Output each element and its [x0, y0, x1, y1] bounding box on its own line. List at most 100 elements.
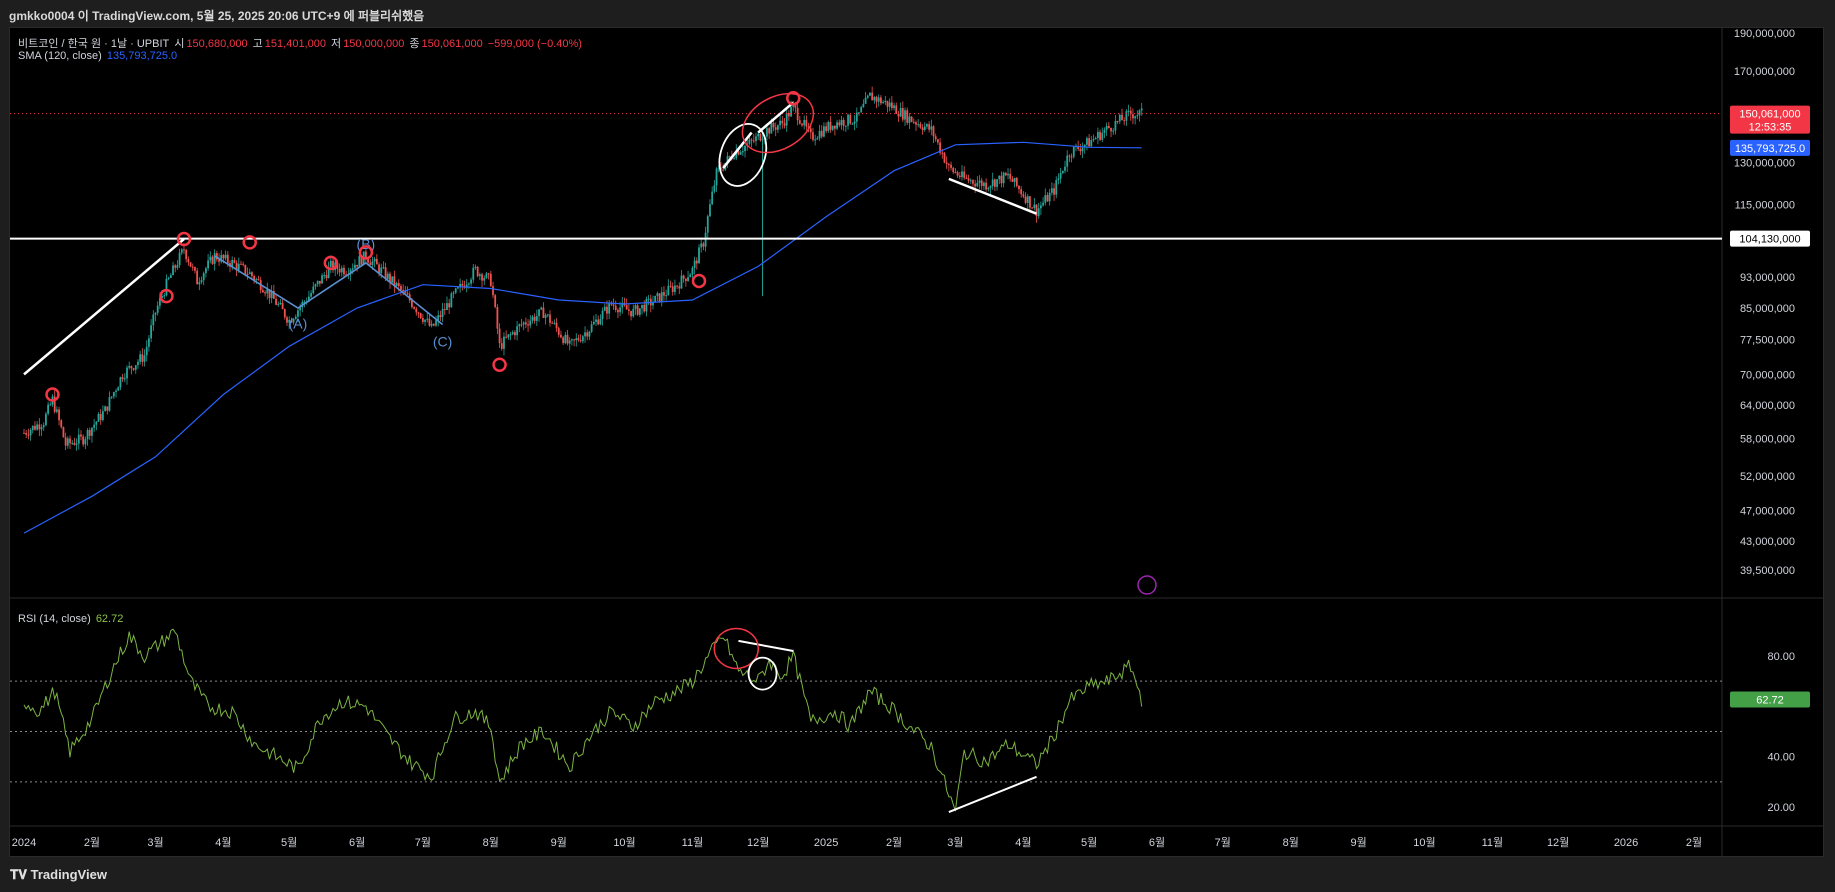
high-value: 151,401,000: [264, 38, 326, 50]
candle-body: [779, 120, 782, 126]
candle-body: [487, 273, 490, 275]
candle-body: [687, 277, 689, 281]
candle-body: [573, 339, 575, 341]
candle-body: [152, 314, 155, 326]
time-axis-tick: 5월: [281, 836, 297, 849]
candle-body: [702, 243, 705, 247]
candle-body: [1099, 131, 1101, 140]
candle-body: [154, 312, 157, 315]
candle-body: [288, 319, 291, 323]
candle-body: [459, 283, 462, 288]
candle-body: [253, 276, 256, 281]
candle-body: [798, 120, 801, 124]
candle-body: [329, 260, 332, 267]
candle-body: [128, 365, 131, 368]
candle-body: [310, 293, 312, 297]
candle-body: [1064, 166, 1066, 171]
candle-body: [967, 178, 970, 181]
candle-body: [240, 263, 242, 265]
candle-body: [976, 182, 979, 187]
candle-body: [1046, 195, 1049, 202]
time-axis-tick: 10월: [1413, 836, 1435, 849]
candle-body: [62, 427, 65, 438]
candle-body: [406, 293, 409, 295]
candle-body: [540, 307, 543, 310]
candle-body: [943, 153, 946, 163]
rsi-value: 62.72: [95, 613, 124, 625]
candle-body: [553, 322, 556, 324]
sma-line: [23, 141, 1142, 534]
tradingview-logo[interactable]: 𝐓𝐕 TradingView: [10, 867, 107, 883]
last-price-badge-text: 12:53:35: [1749, 122, 1792, 134]
candle-body: [23, 432, 25, 434]
candle-body: [382, 267, 385, 269]
candle-body: [82, 436, 85, 445]
candle-body: [36, 424, 39, 430]
candle-body: [178, 252, 181, 266]
candle-body: [1132, 114, 1134, 119]
candle-body: [211, 256, 214, 264]
candle-body: [235, 262, 238, 270]
candle-body: [476, 266, 479, 277]
candle-body: [684, 278, 687, 281]
candle-body: [318, 280, 321, 284]
candle-body: [1055, 180, 1058, 195]
candle-body: [1029, 196, 1031, 208]
candle-body: [825, 126, 828, 132]
candle-body: [119, 377, 122, 388]
symbol-label[interactable]: 비트코인 / 한국 원 · 1날 · UPBIT: [18, 38, 170, 50]
candle-body: [509, 334, 512, 336]
time-axis-tick: 12월: [747, 836, 769, 849]
candle-body: [165, 278, 168, 296]
hline-badge-text: 104,130,000: [1739, 234, 1800, 246]
candle-body: [351, 268, 354, 270]
candle-body: [99, 413, 102, 421]
candle-body: [450, 293, 453, 308]
candle-body: [1112, 130, 1115, 132]
candle-body: [768, 128, 771, 134]
candle-body: [557, 328, 560, 335]
candle-body: [283, 309, 286, 318]
candle-body: [627, 309, 630, 311]
candle-body: [340, 267, 343, 273]
candle-body: [917, 124, 920, 126]
candle-body: [601, 310, 604, 320]
candle-body: [360, 256, 363, 265]
candle-body: [950, 164, 952, 168]
candle-body: [123, 378, 126, 380]
candle-body: [546, 314, 549, 316]
candle-body: [954, 172, 957, 174]
candle-body: [1004, 172, 1007, 176]
rsi-label[interactable]: RSI (14, close): [18, 613, 91, 625]
candle-body: [599, 319, 602, 325]
candle-body: [674, 285, 676, 292]
candle-body: [492, 286, 494, 296]
candle-body: [796, 107, 799, 121]
sma-value: 135,793,725.0: [106, 50, 178, 62]
candle-body: [1048, 192, 1051, 202]
candle-body: [389, 273, 391, 283]
candle-body: [597, 319, 600, 325]
candle-body: [97, 413, 100, 422]
candle-body: [538, 309, 540, 317]
time-axis-tick: 4월: [215, 836, 231, 849]
candle-body: [617, 309, 619, 313]
marker-circle: [45, 387, 60, 402]
candle-body: [562, 337, 565, 344]
candle-body: [757, 133, 760, 137]
candle-body: [470, 279, 472, 284]
chart-panel[interactable]: [9, 27, 1824, 857]
candle-body: [91, 427, 93, 436]
candle-body: [132, 368, 135, 370]
candle-body: [790, 106, 792, 117]
candle-body: [397, 283, 400, 287]
candle-body: [1101, 132, 1104, 140]
candle-body: [862, 103, 865, 108]
candle-body: [345, 274, 348, 276]
candle-body: [108, 397, 111, 411]
sma-label[interactable]: SMA (120, close): [18, 50, 102, 62]
candle-body: [1018, 185, 1020, 190]
candle-body: [590, 324, 593, 332]
candle-body: [1081, 147, 1084, 152]
